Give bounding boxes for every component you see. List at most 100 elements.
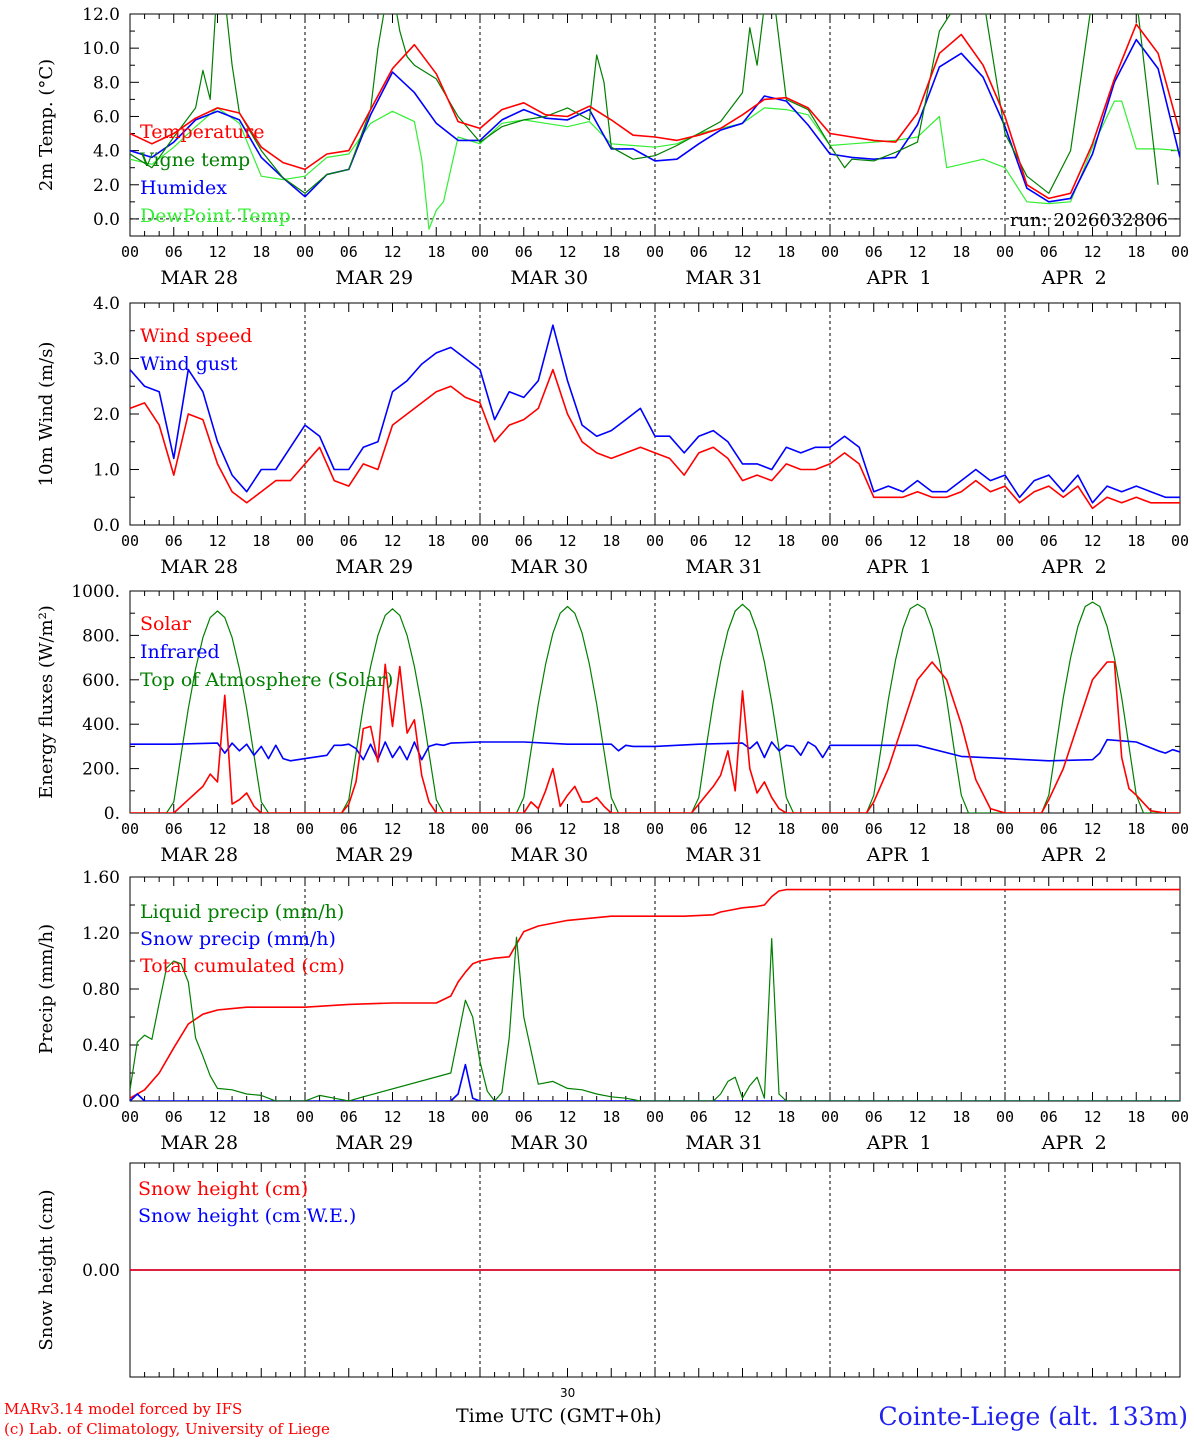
x-tick-label: 06 [165, 532, 183, 550]
x-tick-label: 12 [208, 243, 226, 261]
y-tick-label: 8.0 [93, 73, 120, 93]
x-tick-label: 06 [865, 243, 883, 261]
x-tick-label: 12 [558, 820, 576, 838]
x-tick-label: 18 [252, 532, 270, 550]
x-tick-label: 00 [1171, 820, 1189, 838]
x-tick-label: 06 [515, 820, 533, 838]
day-label: APR 2 [1041, 1132, 1107, 1154]
legend-entry: Infrared [140, 641, 220, 663]
series-line-wind-gust [130, 324, 1180, 504]
y-tick-label: 1.0 [93, 461, 120, 481]
y-tick-label: 1.20 [82, 924, 120, 944]
day-label: APR 1 [866, 1132, 932, 1154]
x-tick-label: 00 [996, 820, 1014, 838]
legend-entry: Total cumulated (cm) [140, 955, 345, 977]
x-tick-label: 12 [908, 820, 926, 838]
series-line-temperature [130, 23, 1180, 200]
y-axis-label: Snow height (cm) [36, 1189, 57, 1350]
y-axis-label: Precip (mm/h) [36, 924, 57, 1054]
x-tick-label: 18 [1127, 820, 1145, 838]
x-tick-label: 00 [1171, 243, 1189, 261]
day-label: MAR 29 [335, 267, 413, 289]
day-label: MAR 31 [685, 556, 763, 578]
x-tick-label: 06 [865, 820, 883, 838]
series-line-infrared [130, 738, 1180, 762]
x-tick-label: 06 [690, 532, 708, 550]
energy-panel: 0. 200. 400. 600. 800. 1000. Energy fluxes (W/… [36, 582, 1189, 866]
x-tick-label: 18 [1127, 532, 1145, 550]
x-tick-label: 06 [515, 1108, 533, 1126]
series-line-vigne-temp [130, 14, 1159, 194]
x-tick-label: 06 [340, 1108, 358, 1126]
y-tick-label: 0.0 [93, 516, 120, 536]
x-tick-label: 00 [646, 532, 664, 550]
x-tick-label: 12 [383, 243, 401, 261]
x-tick-label: 00 [821, 532, 839, 550]
x-tick-label: 18 [952, 820, 970, 838]
day-label: APR 1 [866, 556, 932, 578]
x-tick-label: 18 [427, 532, 445, 550]
x-tick-label: 18 [777, 820, 795, 838]
x-tick-label: 18 [602, 1108, 620, 1126]
x-tick-label: 18 [252, 1108, 270, 1126]
x-tick-label: 00 [121, 820, 139, 838]
series-line-humidex [130, 38, 1180, 203]
x-tick-label: 00 [296, 243, 314, 261]
day-label: APR 2 [1041, 267, 1107, 289]
x-tick-label: 18 [1127, 243, 1145, 261]
x-tick-label: 06 [690, 820, 708, 838]
legend-entry: Solar [140, 613, 192, 635]
x-tick-label: 00 [646, 820, 664, 838]
lab-credit: (c) Lab. of Climatology, University of L… [4, 1420, 330, 1438]
run-annotation: run: 2026032806 [1010, 210, 1168, 231]
day-label: MAR 30 [510, 844, 588, 866]
page-number: 30 [560, 1386, 576, 1400]
series-line-solar [130, 661, 1180, 813]
day-label: MAR 30 [510, 1132, 588, 1154]
day-label: MAR 28 [160, 844, 238, 866]
x-tick-label: 00 [121, 532, 139, 550]
x-tick-label: 00 [646, 243, 664, 261]
y-tick-label: 4.0 [93, 294, 120, 314]
x-tick-label: 06 [865, 1108, 883, 1126]
day-label: MAR 28 [160, 556, 238, 578]
series-line-wind-speed [130, 368, 1180, 510]
x-tick-label: 12 [1083, 532, 1101, 550]
x-tick-label: 00 [821, 820, 839, 838]
x-tick-label: 12 [1083, 820, 1101, 838]
x-tick-label: 00 [471, 820, 489, 838]
x-tick-label: 12 [383, 820, 401, 838]
x-tick-label: 00 [121, 243, 139, 261]
x-tick-label: 12 [558, 532, 576, 550]
x-tick-label: 00 [121, 1108, 139, 1126]
x-tick-label: 18 [602, 532, 620, 550]
x-tick-label: 18 [427, 820, 445, 838]
series-line-snow-precip-mm-h- [130, 1063, 1180, 1101]
x-tick-label: 00 [1171, 1108, 1189, 1126]
x-tick-label: 18 [602, 820, 620, 838]
temperature-panel: 0.0 2.0 4.0 6.0 8.0 10.0 12.0 2m Temp. (°C) 00 06… [36, 5, 1189, 289]
x-tick-label: 00 [821, 1108, 839, 1126]
x-tick-label: 00 [821, 243, 839, 261]
precip-panel: 0.00 0.40 0.80 1.20 1.60 Precip (mm/h) 00 06 12 1… [36, 868, 1189, 1154]
snow-panel: 0.00 Snow height (cm) Snow height (cm) Snow… [36, 1162, 1181, 1378]
day-label: APR 2 [1041, 844, 1107, 866]
x-tick-label: 12 [208, 532, 226, 550]
x-tick-label: 00 [296, 820, 314, 838]
legend-entry: Wind gust [140, 353, 238, 375]
day-label: MAR 29 [335, 844, 413, 866]
x-tick-label: 06 [340, 820, 358, 838]
day-label: MAR 28 [160, 1132, 238, 1154]
day-label: MAR 31 [685, 844, 763, 866]
x-tick-label: 00 [1171, 532, 1189, 550]
x-tick-label: 06 [165, 1108, 183, 1126]
x-tick-label: 00 [296, 1108, 314, 1126]
x-tick-label: 12 [208, 1108, 226, 1126]
y-tick-label: 6.0 [93, 107, 120, 127]
x-tick-label: 12 [908, 243, 926, 261]
x-tick-label: 12 [733, 532, 751, 550]
series-line-dewpoint-temp [130, 100, 1180, 230]
x-tick-label: 00 [646, 1108, 664, 1126]
y-tick-label: 4.0 [93, 142, 120, 162]
